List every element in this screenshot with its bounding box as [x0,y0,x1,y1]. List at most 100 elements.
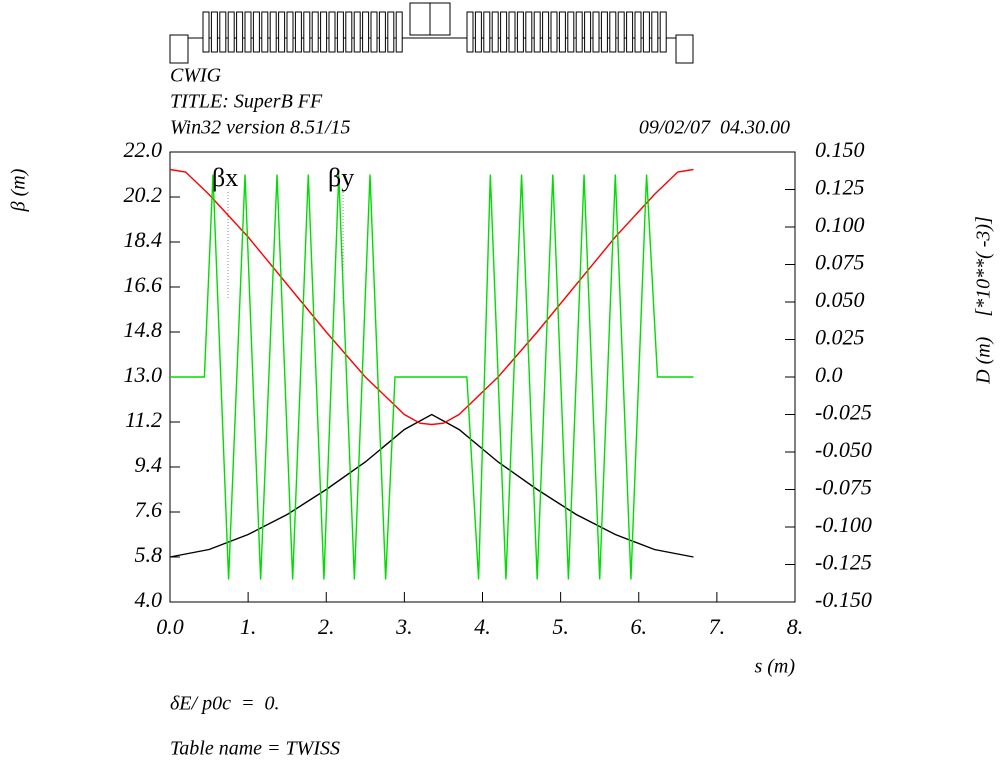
y-tick-label: 22.0 [124,137,163,162]
series-line [170,174,694,580]
x-tick-label: 1. [240,614,257,639]
y-tick-label: 7.6 [135,497,163,522]
element [278,11,286,53]
footer-line: Table name = TWISS [170,738,340,760]
y2-tick-label: -0.100 [815,512,872,537]
y-tick-label: 13.0 [124,362,163,387]
element [294,11,302,53]
element [634,11,642,53]
element [409,2,431,36]
series-line [169,413,694,558]
element [483,11,491,53]
header-line: CWIG [170,65,222,87]
element [236,11,244,53]
element [542,11,550,53]
element [642,11,650,53]
element [617,11,625,53]
element [466,11,474,53]
y-tick-label: 16.6 [124,272,163,297]
element [575,11,583,53]
element [567,11,575,53]
element [584,11,592,53]
x-tick-label: 2. [318,614,335,639]
element [269,11,277,53]
y2-tick-label: -0.075 [815,475,872,500]
element [362,11,370,53]
y-axis-label: β (m) [8,168,30,212]
element [675,34,694,64]
element [219,11,227,53]
element [474,11,482,53]
x-tick-label: 5. [552,614,569,639]
element [429,2,451,36]
element [353,11,361,53]
element [651,11,659,53]
element [320,11,328,53]
element [508,11,516,53]
plot-frame [169,151,796,603]
header-line: TITLE: SuperB FF [170,91,323,113]
element [387,11,395,53]
lattice-ruler [169,2,694,64]
x-tick-label: 7. [709,614,726,639]
footer-line: δE/ p0c = 0. [170,693,279,715]
element [592,11,600,53]
element [600,11,608,53]
y-tick-label: 9.4 [135,452,163,477]
y-tick-label: 18.4 [124,227,163,252]
y2-tick-label: 0.075 [815,250,865,275]
legend-entry: βx [212,163,238,192]
element [261,11,269,53]
x-tick-label: 0.0 [156,614,184,639]
x-tick-label: 3. [395,614,413,639]
x-tick-label: 4. [474,614,491,639]
y-tick-label: 11.2 [125,407,162,432]
element [311,11,319,53]
element [202,11,210,53]
element [609,11,617,53]
y-tick-label: 4.0 [135,587,163,612]
element [533,11,541,53]
element [336,11,344,53]
series-line [169,168,694,426]
x-axis-label: s (m) [754,656,795,678]
y2-tick-label: 0.0 [815,362,843,387]
y2-tick-label: -0.050 [815,437,872,462]
element [169,34,189,64]
element [500,11,508,53]
element [303,11,311,53]
y2-tick-label: -0.125 [815,550,872,575]
element [370,11,378,53]
element [345,11,353,53]
element [328,11,336,53]
legend-entry: βy [328,163,354,192]
element [525,11,533,53]
element [659,11,667,53]
element [395,11,403,53]
y2-tick-label: -0.025 [815,400,872,425]
x-tick-label: 6. [631,614,648,639]
y-tick-label: 20.2 [124,182,163,207]
element [491,11,499,53]
element [550,11,558,53]
x-tick-label: 8. [787,614,804,639]
element [516,11,524,53]
element [252,11,260,53]
y-tick-label: 14.8 [124,317,163,342]
element [286,11,294,53]
element [210,11,218,53]
header-line: Win32 version 8.51/15 [170,117,351,139]
y2-tick-label: 0.125 [815,175,865,200]
element [227,11,235,53]
date: 09/02/07 04.30.00 [639,117,790,139]
y2-tick-label: -0.150 [815,587,872,612]
y-tick-label: 5.8 [135,542,163,567]
element [558,11,566,53]
element [626,11,634,53]
y2-tick-label: 0.100 [815,212,865,237]
y2-tick-label: 0.150 [815,137,865,162]
y2-axis-label: D (m) [*10**( -3)] [973,216,995,385]
y2-tick-label: 0.025 [815,325,865,350]
y2-tick-label: 0.050 [815,287,865,312]
